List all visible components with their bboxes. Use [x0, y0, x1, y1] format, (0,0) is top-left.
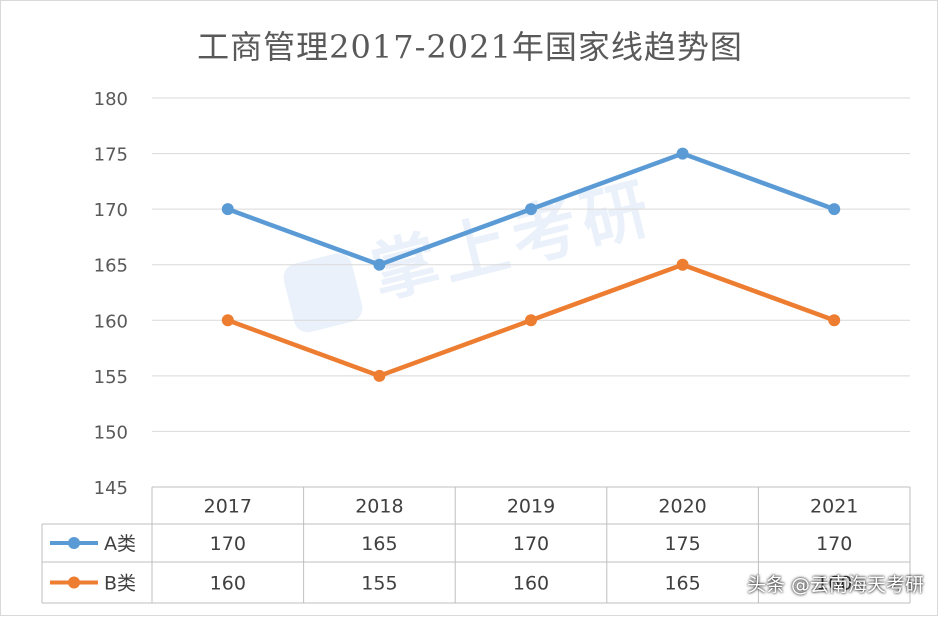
- data-table-cell: 170: [210, 533, 246, 555]
- data-table-cell: 165: [361, 533, 397, 555]
- legend-key-marker: [68, 576, 80, 589]
- data-table-cell: 155: [361, 573, 397, 595]
- data-point: [676, 147, 689, 160]
- legend-key-marker: [68, 537, 80, 549]
- x-tick-label: 2019: [507, 496, 555, 518]
- y-tick-label: 145: [94, 478, 128, 499]
- y-tick-label: 180: [94, 89, 128, 110]
- y-tick-label: 160: [94, 311, 128, 332]
- data-point: [373, 369, 386, 382]
- data-table-cell: 170: [513, 533, 549, 555]
- x-tick-label: 2017: [204, 496, 252, 518]
- data-table-cell: 160: [513, 573, 549, 595]
- y-tick-label: 165: [94, 256, 128, 277]
- x-tick-label: 2018: [355, 496, 403, 518]
- y-tick-label: 150: [94, 422, 128, 443]
- chart-title: 工商管理2017-2021年国家线趋势图: [197, 28, 743, 66]
- y-tick-label: 155: [94, 367, 128, 388]
- y-tick-label: 175: [94, 145, 128, 166]
- data-table-cell: 175: [664, 533, 700, 555]
- x-tick-label: 2020: [658, 496, 706, 518]
- data-point: [525, 203, 537, 216]
- legend-label: B类: [104, 573, 136, 595]
- data-point: [373, 258, 386, 271]
- legend-label: A类: [104, 533, 136, 555]
- data-table-cell: 160: [816, 573, 852, 595]
- data-table-cell: 170: [816, 533, 852, 555]
- footer-credit: 头条 @云南海天考研: [746, 574, 924, 596]
- data-point: [828, 203, 841, 216]
- data-table-cell: 165: [664, 573, 700, 595]
- data-point: [221, 314, 234, 327]
- data-point: [828, 314, 841, 327]
- y-tick-label: 170: [94, 200, 128, 221]
- data-point: [525, 314, 537, 327]
- data-point: [676, 258, 689, 271]
- x-tick-label: 2021: [810, 496, 858, 518]
- data-table-cell: 160: [210, 573, 246, 595]
- data-point: [221, 203, 234, 216]
